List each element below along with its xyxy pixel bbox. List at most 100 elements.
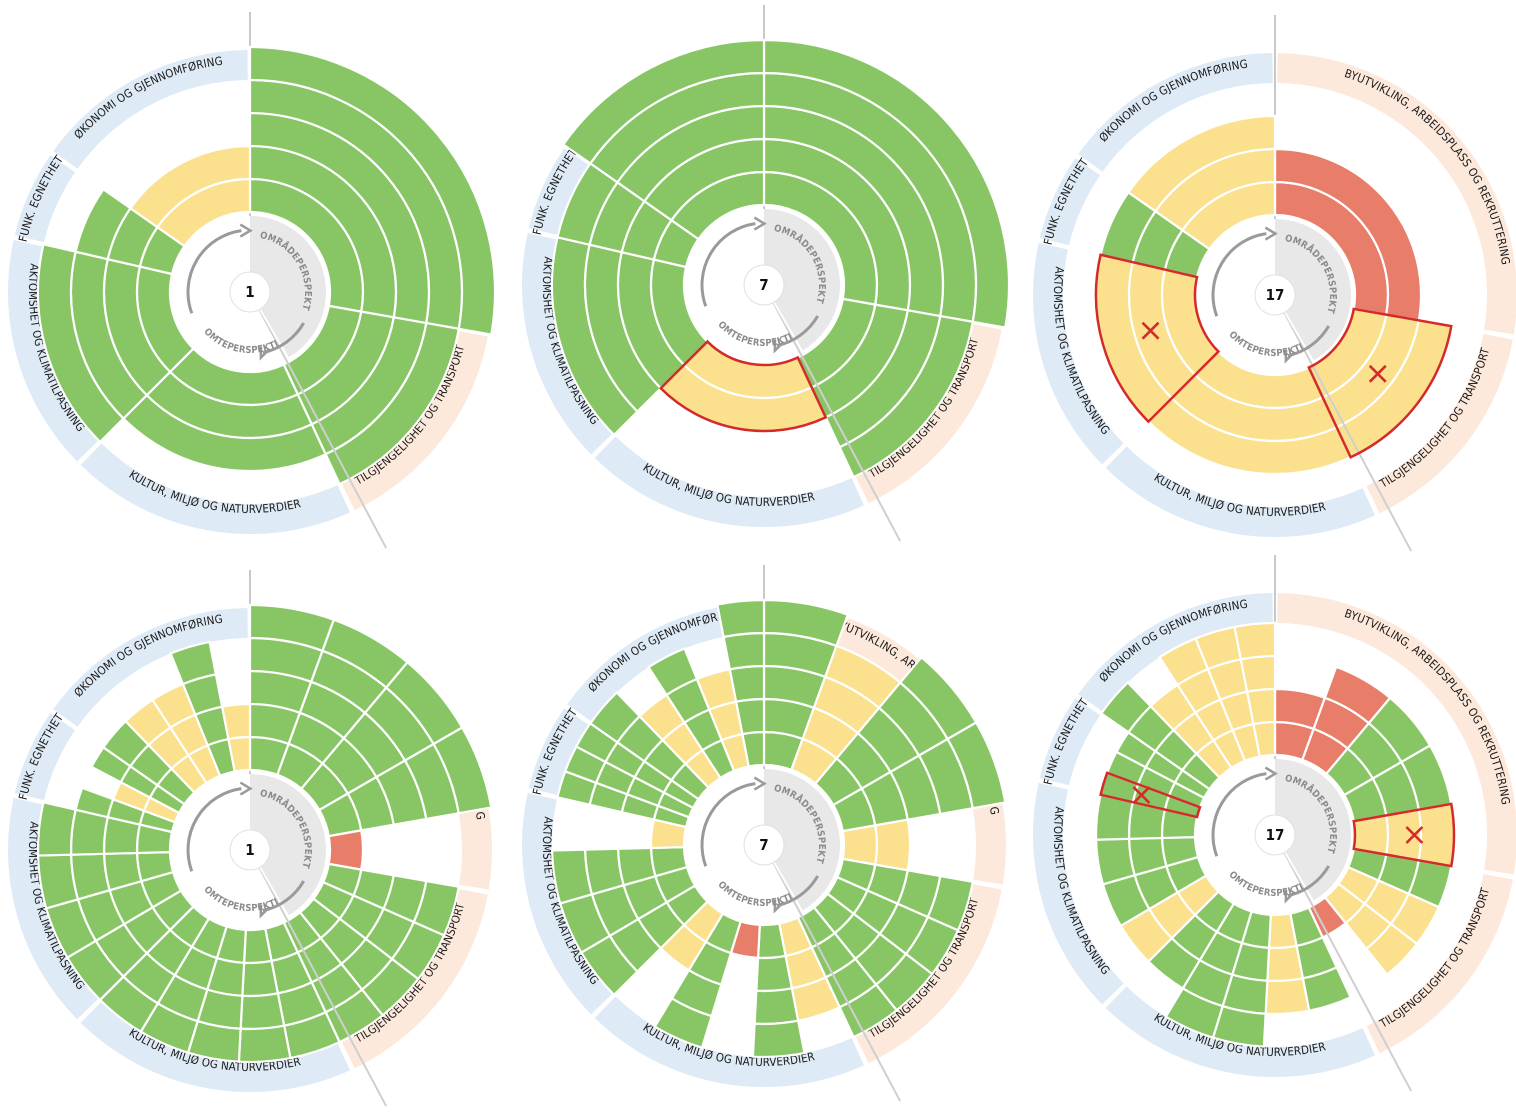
score-cell-byutvikling (248, 45, 497, 336)
center-badge (229, 829, 271, 871)
score-cell-byutvikling (762, 38, 1011, 329)
score-cell-okonomi (715, 598, 766, 639)
divider-line-diagonal (249, 849, 388, 1107)
score-cell-tilgjengelighet (838, 314, 975, 479)
score-cell-byutvikling (432, 725, 493, 815)
score-cell-kultur (755, 954, 794, 993)
center-number: 17 (1266, 286, 1285, 304)
category-band-funk (1039, 158, 1101, 246)
score-cell-okonomi (128, 144, 252, 229)
area-perspective-zone (1275, 759, 1351, 901)
category-band-aktomshet (522, 233, 613, 455)
category-band-aktomshet (1032, 783, 1124, 1005)
category-band-kultur (1105, 986, 1375, 1078)
center-badge (1254, 814, 1296, 856)
score-cell-kultur (241, 959, 280, 998)
area-perspective-zone (764, 209, 840, 351)
divider-line-diagonal (763, 284, 902, 542)
score-cell-okonomi (1245, 687, 1277, 726)
center-number: 7 (759, 276, 768, 294)
divider-line-diagonal (763, 844, 902, 1102)
arrow-left-arc (700, 222, 756, 307)
category-band-funk (528, 148, 590, 236)
score-cell-okonomi (728, 664, 766, 703)
divider-line-diagonal (1274, 834, 1413, 1092)
center-badge (1254, 274, 1296, 316)
divider-line-diagonal (1274, 294, 1413, 552)
score-cell-okonomi (1233, 621, 1277, 661)
score-cell-aktomshet (550, 848, 594, 905)
center-badge (743, 264, 785, 306)
score-cell-okonomi (722, 631, 766, 671)
category-band-tilgjengelighet (855, 883, 1002, 1064)
score-cell-okonomi (169, 640, 218, 686)
score-cell-aktomshet (36, 242, 125, 444)
divider-line-diagonal (249, 291, 388, 549)
score-cell-tilgjengelighet (1364, 922, 1419, 977)
category-band-kultur (80, 1001, 350, 1092)
center-badge (229, 271, 271, 313)
highlight-outline (1352, 802, 1456, 868)
score-cell-byutvikling (946, 720, 1007, 810)
arrow-left-arc (700, 782, 756, 867)
highlight-outline (658, 339, 828, 433)
score-cell-aktomshet (36, 853, 80, 910)
arrow-head-icon (773, 339, 784, 354)
excluded-x-icon (1141, 321, 1160, 340)
score-cell-kultur (1164, 986, 1225, 1040)
center-number: 1 (245, 841, 254, 859)
arrow-head-icon (259, 904, 270, 919)
arrow-head-icon (753, 216, 767, 231)
arrow-head-icon (1264, 766, 1278, 781)
score-cell-okonomi (561, 38, 766, 165)
category-band-funk (1039, 698, 1101, 786)
excluded-x-icon (1368, 364, 1387, 383)
category-band-tilgjengelighet (855, 323, 1002, 504)
category-band-okonomi (1078, 53, 1273, 172)
score-cell-kultur (237, 1024, 292, 1064)
category-band-kultur (80, 443, 350, 534)
category-band-funk (14, 713, 76, 801)
score-cell-kultur (239, 992, 286, 1031)
arrow-head-icon (239, 781, 253, 796)
score-cell-okonomi (1239, 654, 1277, 693)
arrow-head-icon (1264, 226, 1278, 241)
center-number: 17 (1266, 826, 1285, 844)
category-band-byutvikling (1277, 53, 1516, 335)
arrow-head-icon (1284, 349, 1295, 364)
center-badge (743, 824, 785, 866)
category-band-kultur (594, 996, 864, 1087)
score-cell-tilgjengelighet (838, 983, 899, 1039)
arrow-left-arc (1211, 772, 1267, 857)
area-perspective-zone (1275, 219, 1351, 361)
category-band-byutvikling (1277, 593, 1516, 875)
score-cell-funk (74, 187, 132, 261)
score-cell-okonomi (734, 697, 766, 736)
area-perspective-zone (250, 774, 326, 916)
score-cell-kultur (653, 996, 714, 1050)
excluded-x-icon (1132, 786, 1151, 804)
arrow-head-icon (753, 776, 767, 791)
score-cell-kultur (753, 987, 800, 1026)
highlight-outline (1094, 253, 1221, 424)
score-cell-kultur (751, 1019, 806, 1059)
category-band-funk (14, 155, 76, 243)
arrow-head-icon (1284, 889, 1295, 904)
category-band-okonomi (53, 608, 248, 727)
score-cell-kultur (1266, 944, 1305, 983)
score-cell-aktomshet (1094, 837, 1137, 886)
score-cell-byutvikling (874, 818, 912, 872)
category-band-aktomshet (522, 793, 613, 1015)
score-cell-byutvikling (1417, 802, 1456, 868)
arrow-head-icon (259, 346, 270, 361)
category-band-aktomshet (7, 798, 99, 1020)
category-band-funk (528, 708, 590, 796)
score-cell-okonomi (220, 702, 252, 741)
wheel-diagram-1: BYUTVIKLING, ARBEIDSPLASS OG REKRUTTERIN… (0, 0, 497, 549)
highlight-outline (1099, 771, 1202, 819)
category-band-okonomi (53, 50, 248, 169)
category-band-kultur (1105, 446, 1375, 537)
category-band-aktomshet (7, 240, 99, 462)
arrow-left-arc (186, 229, 242, 314)
